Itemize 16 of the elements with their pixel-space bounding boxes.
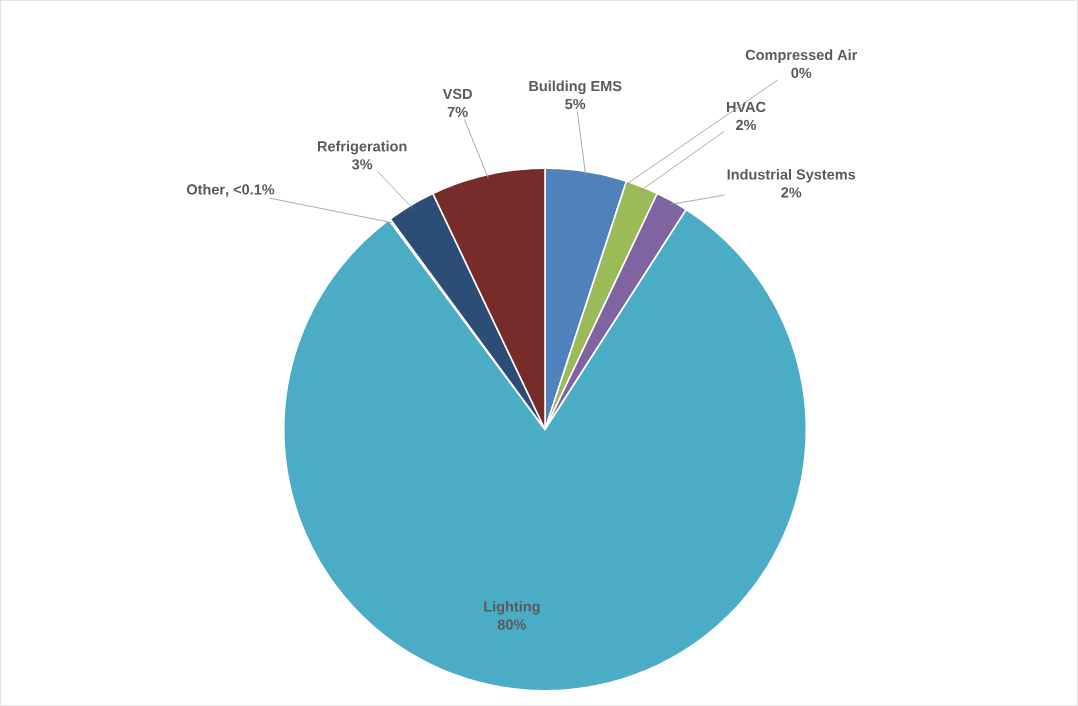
slice-label: HVAC — [726, 101, 766, 112]
data-label: 2% — [736, 119, 757, 130]
data-label: 3% — [351, 159, 373, 170]
category-label: Compressed Air — [745, 49, 858, 63]
data-label: 5% — [565, 98, 586, 110]
slice-label: VSD — [442, 88, 472, 99]
data-label: , <0.1% — [226, 184, 275, 197]
slice-label: Other — [186, 183, 225, 195]
slice-label: Building EMS — [529, 80, 622, 94]
slice-label: Refrigeration — [317, 140, 407, 155]
text: 0% — [791, 67, 812, 78]
slice-label: Lighting — [484, 600, 540, 615]
data-label: 2% — [781, 187, 802, 198]
data-label: 7% — [447, 106, 468, 117]
data-label: 80% — [497, 619, 527, 630]
slice-label: Industrial Systems — [727, 168, 856, 183]
